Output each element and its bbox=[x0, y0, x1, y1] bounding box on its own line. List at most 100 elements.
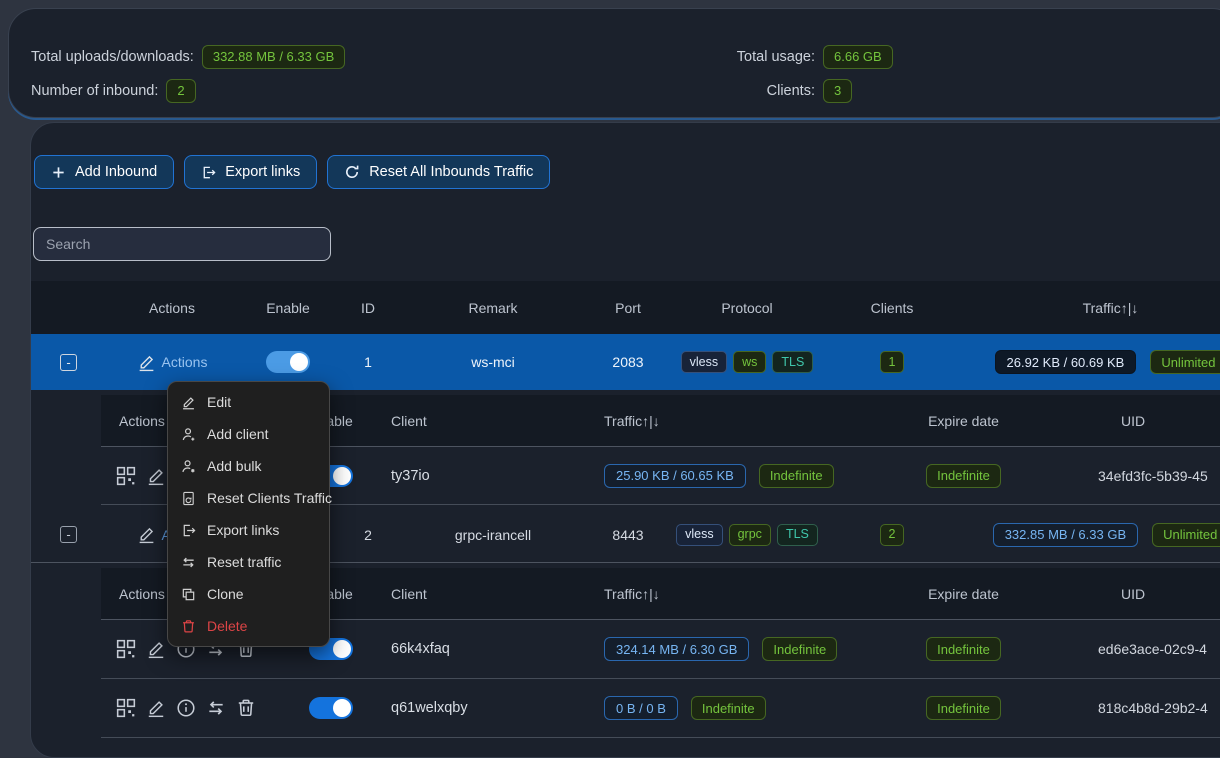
reload-icon bbox=[344, 164, 360, 180]
edit-icon bbox=[181, 395, 196, 410]
export-links-button[interactable]: Export links bbox=[184, 155, 318, 189]
menu-item-export-links[interactable]: Export links bbox=[168, 514, 329, 546]
traffic-badge: 332.85 MB / 6.33 GB bbox=[992, 522, 1139, 547]
client-uid: ed6e3ace-02c9-4 bbox=[1098, 641, 1207, 657]
user-add-icon bbox=[181, 427, 196, 442]
menu-item-label: Add client bbox=[207, 426, 269, 442]
delete-client-icon[interactable] bbox=[236, 698, 256, 718]
client-header-traffic-sort[interactable]: Traffic↑|↓ bbox=[604, 412, 660, 429]
header-protocol: Protocol bbox=[721, 299, 773, 316]
menu-item-clone[interactable]: Clone bbox=[168, 578, 329, 610]
add-inbound-button[interactable]: Add Inbound bbox=[34, 155, 175, 189]
uploads-value-badge: 332.88 MB / 6.33 GB bbox=[201, 44, 346, 69]
collapse-row-button[interactable]: - bbox=[60, 526, 77, 543]
protocol-badge: vless bbox=[676, 523, 723, 546]
toggle-knob bbox=[290, 353, 308, 371]
qr-code-icon[interactable] bbox=[116, 698, 136, 718]
inbound-port: 8443 bbox=[612, 526, 644, 543]
edit-client-icon[interactable] bbox=[146, 466, 166, 486]
reset-all-traffic-button[interactable]: Reset All Inbounds Traffic bbox=[327, 155, 551, 189]
client-enable-toggle[interactable] bbox=[309, 697, 353, 719]
client-header-uid: UID bbox=[1121, 412, 1146, 429]
client-expire-badge: Indefinite bbox=[926, 463, 1001, 488]
edit-pencil-icon bbox=[137, 525, 156, 544]
stats-right-column: Total usage: 6.66 GB Clients: 3 bbox=[735, 44, 893, 103]
add-inbound-label: Add Inbound bbox=[75, 164, 158, 180]
client-uid: 818c4b8d-29b2-4 bbox=[1098, 700, 1208, 716]
user-bulk-icon bbox=[181, 459, 196, 474]
toggle-knob bbox=[333, 699, 351, 717]
toolbar: Add Inbound Export links Reset All Inbou… bbox=[34, 155, 551, 189]
reset-all-traffic-label: Reset All Inbounds Traffic bbox=[369, 164, 534, 180]
client-header-expire: Expire date bbox=[928, 412, 999, 429]
client-quota-badge: Indefinite bbox=[762, 637, 838, 661]
client-row-q61welxqby: q61welxqby 0 B / 0 B Indefinite Indefini… bbox=[101, 679, 1220, 738]
swap-icon bbox=[181, 555, 196, 570]
header-clients: Clients bbox=[870, 299, 914, 316]
stats-card: Total uploads/downloads: 332.88 MB / 6.3… bbox=[8, 8, 1220, 118]
inbound-id: 1 bbox=[364, 354, 372, 370]
inbound-count-badge: 2 bbox=[166, 78, 196, 103]
header-remark: Remark bbox=[468, 299, 518, 316]
client-traffic-badge: 324.14 MB / 6.30 GB bbox=[604, 637, 750, 661]
edit-client-icon[interactable] bbox=[146, 639, 166, 659]
client-header-traffic-sort[interactable]: Traffic↑|↓ bbox=[604, 585, 660, 602]
menu-item-label: Edit bbox=[207, 394, 232, 410]
menu-item-reset-clients-traffic[interactable]: Reset Clients Traffic bbox=[168, 482, 332, 514]
menu-item-add-bulk[interactable]: Add bulk bbox=[168, 450, 329, 482]
stats-left-column: Total uploads/downloads: 332.88 MB / 6.3… bbox=[31, 44, 346, 103]
edit-client-icon[interactable] bbox=[146, 698, 166, 718]
client-header-uid: UID bbox=[1121, 585, 1146, 602]
header-enable: Enable bbox=[266, 299, 310, 316]
client-uid: 34efd3fc-5b39-45 bbox=[1098, 467, 1208, 484]
stat-inbound-count: Number of inbound: 2 bbox=[31, 78, 345, 103]
inbound-protocol-tags: vless grpc TLS bbox=[668, 523, 826, 546]
qr-code-icon[interactable] bbox=[116, 466, 136, 486]
client-name: 66k4xfaq bbox=[391, 641, 450, 657]
client-name: ty37io bbox=[391, 467, 430, 484]
header-actions: Actions bbox=[149, 299, 195, 316]
usage-value-badge: 6.66 GB bbox=[823, 44, 893, 69]
menu-item-label: Add bulk bbox=[207, 458, 262, 474]
transport-badge: ws bbox=[733, 351, 767, 373]
clients-label: Clients: bbox=[766, 82, 815, 99]
client-traffic-badge: 25.90 KB / 60.65 KB bbox=[604, 463, 746, 488]
uploads-label: Total uploads/downloads: bbox=[31, 48, 194, 65]
inbound-actions-dropdown[interactable]: Actions bbox=[106, 353, 238, 372]
inbound-protocol-tags: vless ws TLS bbox=[668, 351, 826, 373]
menu-item-add-client[interactable]: Add client bbox=[168, 418, 329, 450]
enable-toggle[interactable] bbox=[266, 351, 310, 373]
transport-badge: grpc bbox=[728, 523, 771, 546]
menu-item-label: Export links bbox=[207, 522, 280, 538]
client-header-client: Client bbox=[391, 585, 427, 602]
clone-icon bbox=[181, 587, 196, 602]
plus-icon bbox=[51, 165, 66, 180]
qr-code-icon[interactable] bbox=[116, 639, 136, 659]
client-count-badge: 1 bbox=[879, 351, 905, 373]
client-header-actions: Actions bbox=[119, 585, 165, 602]
header-traffic-sort[interactable]: Traffic↑|↓ bbox=[1082, 299, 1139, 316]
quota-badge: Unlimited bbox=[1152, 522, 1220, 547]
actions-menu-link[interactable]: Actions bbox=[161, 354, 208, 370]
info-icon[interactable] bbox=[176, 698, 196, 718]
quota-badge: Unlimited bbox=[1150, 350, 1220, 374]
actions-context-menu: Edit Add client Add bulk Reset Clients T… bbox=[167, 381, 332, 647]
inbound-id: 2 bbox=[364, 526, 372, 543]
search-input[interactable] bbox=[33, 227, 331, 261]
protocol-badge: vless bbox=[680, 351, 728, 373]
menu-item-delete[interactable]: Delete bbox=[168, 610, 329, 642]
client-expire-badge: Indefinite bbox=[926, 637, 1001, 661]
export-links-label: Export links bbox=[225, 164, 301, 180]
client-header-expire: Expire date bbox=[928, 585, 999, 602]
traffic-badge: 26.92 KB / 60.69 KB bbox=[994, 350, 1137, 374]
menu-item-edit[interactable]: Edit bbox=[168, 386, 329, 418]
file-sync-icon bbox=[181, 491, 196, 506]
menu-item-reset-traffic[interactable]: Reset traffic bbox=[168, 546, 329, 578]
reset-client-traffic-icon[interactable] bbox=[206, 698, 226, 718]
stat-clients-count: Clients: 3 bbox=[735, 78, 893, 103]
export-icon bbox=[181, 523, 196, 538]
client-count-badge: 2 bbox=[879, 523, 905, 546]
menu-item-label: Reset traffic bbox=[207, 554, 282, 570]
collapse-row-button[interactable]: - bbox=[60, 353, 77, 371]
header-id: ID bbox=[361, 299, 375, 316]
